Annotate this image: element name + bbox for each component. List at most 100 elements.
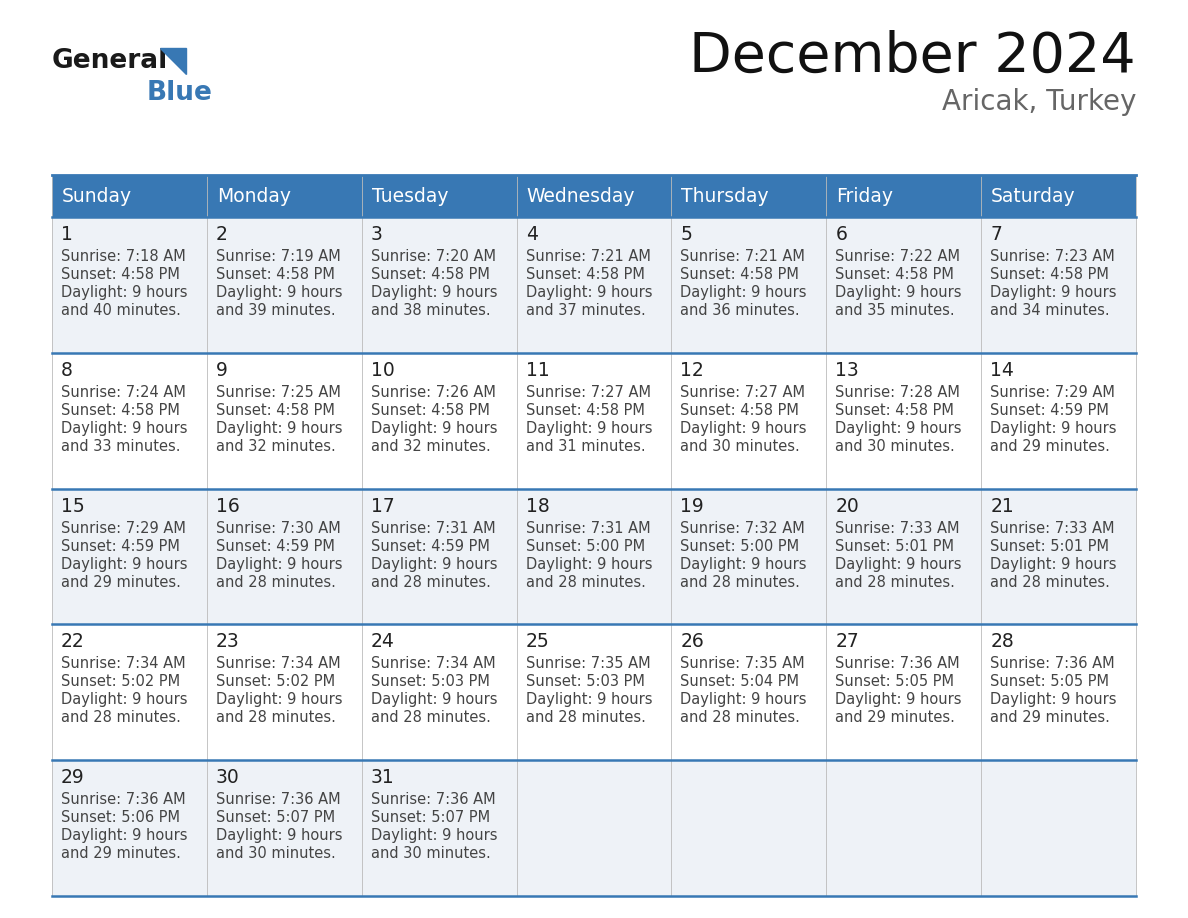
Text: Sunrise: 7:28 AM: Sunrise: 7:28 AM [835,385,960,400]
Text: 27: 27 [835,633,859,652]
Text: 28: 28 [990,633,1013,652]
Text: and 40 minutes.: and 40 minutes. [61,303,181,318]
Text: Blue: Blue [147,80,213,106]
Text: Sunset: 5:00 PM: Sunset: 5:00 PM [525,539,645,554]
Text: and 33 minutes.: and 33 minutes. [61,439,181,453]
Text: Sunrise: 7:24 AM: Sunrise: 7:24 AM [61,385,185,400]
Text: 1: 1 [61,225,72,244]
Text: Daylight: 9 hours: Daylight: 9 hours [835,420,962,436]
Text: Daylight: 9 hours: Daylight: 9 hours [371,285,498,300]
Text: Sunrise: 7:27 AM: Sunrise: 7:27 AM [525,385,651,400]
Text: 25: 25 [525,633,549,652]
Text: and 28 minutes.: and 28 minutes. [61,711,181,725]
Text: 22: 22 [61,633,84,652]
Bar [52,217,1136,353]
Text: Daylight: 9 hours: Daylight: 9 hours [525,692,652,708]
Text: Daylight: 9 hours: Daylight: 9 hours [525,556,652,572]
Text: Sunrise: 7:36 AM: Sunrise: 7:36 AM [61,792,185,807]
Text: Daylight: 9 hours: Daylight: 9 hours [371,828,498,844]
Text: Sunset: 4:58 PM: Sunset: 4:58 PM [61,403,179,418]
Text: Sunrise: 7:36 AM: Sunrise: 7:36 AM [990,656,1114,671]
Text: Sunset: 5:07 PM: Sunset: 5:07 PM [216,811,335,825]
Text: Sunset: 4:58 PM: Sunset: 4:58 PM [61,267,179,282]
Text: 5: 5 [681,225,693,244]
Text: 24: 24 [371,633,394,652]
Text: and 28 minutes.: and 28 minutes. [216,711,336,725]
Text: Sunset: 5:04 PM: Sunset: 5:04 PM [681,675,800,689]
Text: and 30 minutes.: and 30 minutes. [681,439,801,453]
Text: Sunset: 5:02 PM: Sunset: 5:02 PM [61,675,181,689]
Bar [52,353,1136,488]
Text: Daylight: 9 hours: Daylight: 9 hours [61,285,188,300]
Text: 8: 8 [61,361,72,380]
Text: and 28 minutes.: and 28 minutes. [681,575,801,589]
Text: Sunset: 4:58 PM: Sunset: 4:58 PM [990,267,1110,282]
Text: Sunset: 5:01 PM: Sunset: 5:01 PM [835,539,954,554]
Text: Sunset: 5:03 PM: Sunset: 5:03 PM [525,675,644,689]
Text: Daylight: 9 hours: Daylight: 9 hours [681,420,807,436]
Text: Daylight: 9 hours: Daylight: 9 hours [371,420,498,436]
Text: Sunset: 4:58 PM: Sunset: 4:58 PM [525,267,644,282]
Text: Daylight: 9 hours: Daylight: 9 hours [216,285,342,300]
Text: Sunrise: 7:30 AM: Sunrise: 7:30 AM [216,521,341,535]
Text: and 32 minutes.: and 32 minutes. [371,439,491,453]
Text: Daylight: 9 hours: Daylight: 9 hours [681,285,807,300]
Text: Daylight: 9 hours: Daylight: 9 hours [61,420,188,436]
Text: Daylight: 9 hours: Daylight: 9 hours [525,420,652,436]
Text: and 29 minutes.: and 29 minutes. [990,439,1110,453]
Text: Sunrise: 7:31 AM: Sunrise: 7:31 AM [525,521,650,535]
Text: Daylight: 9 hours: Daylight: 9 hours [216,420,342,436]
Text: Aricak, Turkey: Aricak, Turkey [942,88,1136,116]
Text: 6: 6 [835,225,847,244]
Text: Sunrise: 7:20 AM: Sunrise: 7:20 AM [371,249,495,264]
Text: and 34 minutes.: and 34 minutes. [990,303,1110,318]
Text: Sunset: 4:59 PM: Sunset: 4:59 PM [216,539,335,554]
Text: Wednesday: Wednesday [526,186,636,206]
Text: Daylight: 9 hours: Daylight: 9 hours [835,285,962,300]
Text: 13: 13 [835,361,859,380]
Text: Sunrise: 7:34 AM: Sunrise: 7:34 AM [216,656,341,671]
Text: 9: 9 [216,361,228,380]
Bar [52,760,1136,896]
Text: and 28 minutes.: and 28 minutes. [681,711,801,725]
Text: and 29 minutes.: and 29 minutes. [61,575,181,589]
Text: 10: 10 [371,361,394,380]
Text: and 28 minutes.: and 28 minutes. [835,575,955,589]
Text: Sunset: 5:07 PM: Sunset: 5:07 PM [371,811,489,825]
Text: Sunrise: 7:29 AM: Sunrise: 7:29 AM [990,385,1116,400]
Text: Daylight: 9 hours: Daylight: 9 hours [61,692,188,708]
Text: Sunrise: 7:33 AM: Sunrise: 7:33 AM [835,521,960,535]
Text: Daylight: 9 hours: Daylight: 9 hours [990,285,1117,300]
Text: Friday: Friday [836,186,893,206]
Bar [52,488,1136,624]
Text: Monday: Monday [217,186,291,206]
Text: December 2024: December 2024 [689,30,1136,84]
Text: and 28 minutes.: and 28 minutes. [216,575,336,589]
Text: and 30 minutes.: and 30 minutes. [371,846,491,861]
Polygon shape [160,48,187,74]
Text: and 29 minutes.: and 29 minutes. [990,711,1110,725]
Text: Sunset: 5:00 PM: Sunset: 5:00 PM [681,539,800,554]
Text: and 39 minutes.: and 39 minutes. [216,303,335,318]
Text: and 29 minutes.: and 29 minutes. [61,846,181,861]
Text: Daylight: 9 hours: Daylight: 9 hours [216,556,342,572]
Text: 3: 3 [371,225,383,244]
Text: Daylight: 9 hours: Daylight: 9 hours [990,420,1117,436]
Text: Daylight: 9 hours: Daylight: 9 hours [681,692,807,708]
Text: and 28 minutes.: and 28 minutes. [525,575,645,589]
Text: Sunrise: 7:23 AM: Sunrise: 7:23 AM [990,249,1114,264]
Text: and 36 minutes.: and 36 minutes. [681,303,800,318]
Text: Sunrise: 7:34 AM: Sunrise: 7:34 AM [61,656,185,671]
Text: and 28 minutes.: and 28 minutes. [371,711,491,725]
Text: Daylight: 9 hours: Daylight: 9 hours [61,828,188,844]
Text: Sunset: 5:02 PM: Sunset: 5:02 PM [216,675,335,689]
Text: Tuesday: Tuesday [372,186,448,206]
Text: and 32 minutes.: and 32 minutes. [216,439,335,453]
Text: Sunrise: 7:18 AM: Sunrise: 7:18 AM [61,249,185,264]
Text: 30: 30 [216,768,240,788]
Text: Saturday: Saturday [991,186,1076,206]
Text: and 28 minutes.: and 28 minutes. [990,575,1110,589]
Text: Sunrise: 7:31 AM: Sunrise: 7:31 AM [371,521,495,535]
Text: Sunrise: 7:22 AM: Sunrise: 7:22 AM [835,249,960,264]
Text: Sunrise: 7:35 AM: Sunrise: 7:35 AM [525,656,650,671]
